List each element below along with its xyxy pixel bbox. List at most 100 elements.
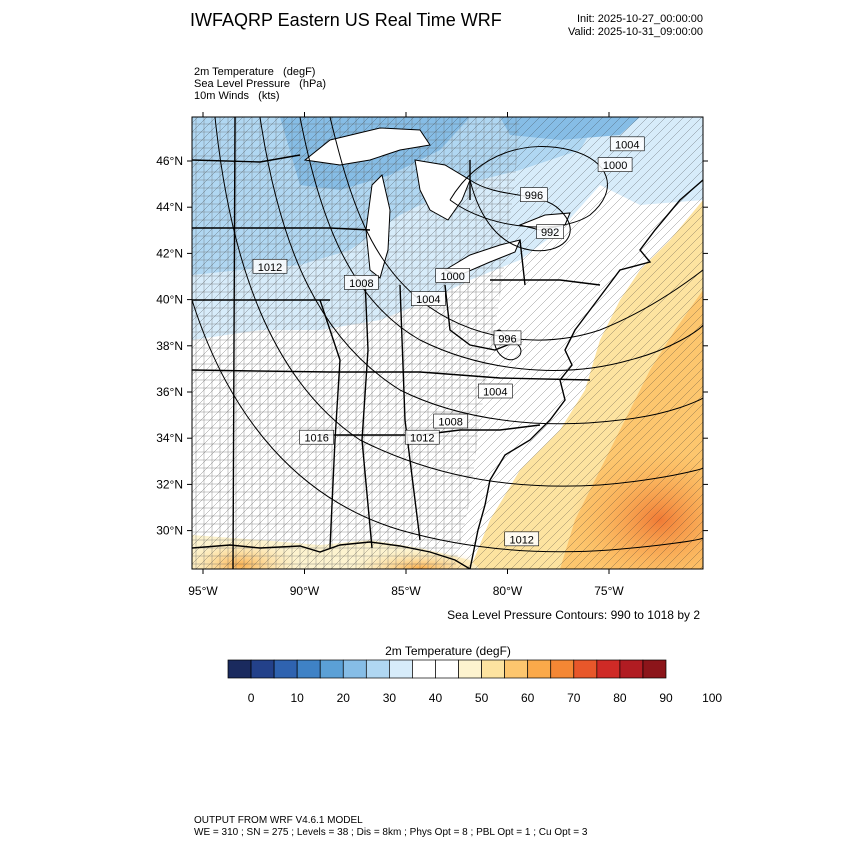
colorbar-title: 2m Temperature (degF)	[385, 644, 511, 658]
pressure-label: 996	[498, 333, 516, 345]
field-winds: 10m Winds (kts)	[194, 90, 280, 102]
pressure-label-box	[478, 383, 513, 399]
temperature-colorbar: 0 10 20 30 40 50 60 70 80 90 100	[227, 659, 722, 705]
colorbar-swatch	[296, 659, 321, 679]
colorbar-label: 90	[659, 691, 673, 705]
field-pressure: Sea Level Pressure (hPa)	[194, 78, 327, 90]
pressure-label-box	[609, 136, 645, 152]
colorbar-label: 0	[248, 691, 255, 705]
pressure-contours	[192, 117, 703, 553]
pressure-label: 1004	[483, 387, 507, 399]
colorbar-swatch	[365, 659, 390, 679]
field-list: 2m Temperature (degF) Sea Level Pressure…	[194, 66, 326, 102]
pressure-label: 1000	[603, 160, 627, 172]
colorbar-swatch	[619, 659, 644, 679]
colorbar-swatch	[458, 659, 482, 679]
map-frame	[191, 116, 704, 570]
pressure-labels: 1004100099699210121008100010049961004100…	[252, 136, 645, 547]
pressure-label: 992	[541, 227, 559, 239]
colorbar-swatch	[435, 659, 459, 679]
colorbar-label: 30	[383, 691, 397, 705]
field-temperature: 2m Temperature (degF)	[194, 66, 316, 78]
lat-label: 32°N	[156, 477, 183, 491]
colorbar-swatch	[596, 659, 621, 679]
pressure-label-box	[536, 224, 564, 239]
lon-label: 75°W	[594, 584, 624, 598]
pressure-label-box	[520, 187, 548, 202]
pressure-contour	[469, 179, 571, 252]
colorbar-label: 80	[613, 691, 627, 705]
pressure-label-box	[493, 330, 522, 346]
lon-label: 80°W	[493, 584, 523, 598]
pressure-label-box	[411, 291, 446, 306]
pressure-label: 1008	[349, 278, 373, 290]
colorbar-swatch	[573, 659, 598, 679]
lat-label: 36°N	[156, 385, 183, 399]
map-field	[192, 117, 703, 569]
colorbar-swatch	[550, 659, 575, 679]
colorbar-swatch	[481, 659, 505, 679]
model-footer: OUTPUT FROM WRF V4.6.1 MODEL WE = 310 ; …	[194, 815, 587, 839]
pressure-contour	[214, 117, 703, 487]
colorbar-swatch	[273, 659, 298, 679]
colorbar-swatch	[642, 659, 667, 679]
pressure-label: 1012	[509, 534, 533, 546]
colorbar-swatch	[527, 659, 552, 679]
pressure-contour	[449, 146, 608, 228]
longitude-axis: 95°W 90°W 85°W 80°W 75°W	[188, 112, 624, 598]
pressure-label: 1000	[440, 271, 464, 283]
pressure-label: 1004	[416, 294, 440, 306]
lat-label: 30°N	[156, 524, 183, 538]
colorbar-swatch	[227, 659, 252, 679]
lat-label: 44°N	[156, 200, 183, 214]
pressure-label: 1016	[304, 433, 328, 445]
colorbar-label: 60	[521, 691, 535, 705]
pressure-label-box	[344, 275, 379, 290]
pressure-contour	[329, 117, 703, 341]
pressure-label-box	[299, 429, 334, 445]
pressure-label-box	[597, 157, 633, 172]
footer-line-2: WE = 310 ; SN = 275 ; Levels = 38 ; Dis …	[194, 827, 588, 838]
pressure-label-box	[504, 531, 540, 547]
lat-label: 40°N	[156, 293, 183, 307]
lon-label: 90°W	[290, 584, 320, 598]
lon-label: 95°W	[188, 584, 218, 598]
init-time: Init: 2025-10-27_00:00:00	[577, 13, 703, 25]
lat-label: 46°N	[156, 154, 183, 168]
latitude-axis: 46°N 44°N 42°N 40°N 38°N 36°N 34°N 32°N 30°N	[156, 154, 708, 538]
lat-label: 38°N	[156, 339, 183, 353]
pressure-contour	[299, 117, 703, 371]
colorbar-label: 70	[567, 691, 581, 705]
colorbar-label: 20	[337, 691, 351, 705]
time-info: Init: 2025-10-27_00:00:00 Valid: 2025-10…	[520, 13, 703, 39]
colorbar-swatch	[342, 659, 367, 679]
colorbar-swatch	[504, 659, 529, 679]
colorbar-label: 100	[702, 691, 722, 705]
lat-label: 42°N	[156, 246, 183, 260]
pressure-label: 1004	[615, 139, 639, 151]
colorbar-swatch	[250, 659, 275, 679]
pressure-label: 1012	[410, 433, 434, 445]
pressure-label: 1008	[438, 417, 462, 429]
pressure-label: 1012	[258, 262, 282, 274]
pressure-label-box	[252, 258, 288, 274]
valid-time: Valid: 2025-10-31_09:00:00	[568, 26, 703, 38]
colorbar-swatch	[412, 659, 436, 679]
pressure-label-box	[404, 429, 440, 445]
pressure-label-box	[435, 268, 470, 283]
lat-label: 34°N	[156, 431, 183, 445]
footer-line-1: OUTPUT FROM WRF V4.6.1 MODEL	[194, 815, 363, 826]
lon-label: 85°W	[391, 584, 421, 598]
colorbar-label: 10	[290, 691, 304, 705]
colorbar-swatch	[389, 659, 413, 679]
colorbar-label: 50	[475, 691, 489, 705]
colorbar-swatch	[319, 659, 344, 679]
pressure-label: 996	[525, 190, 543, 202]
contour-note: Sea Level Pressure Contours: 990 to 1018…	[447, 608, 700, 622]
pressure-label-box	[433, 413, 468, 429]
colorbar-label: 40	[429, 691, 443, 705]
pressure-contour	[259, 117, 703, 425]
pressure-contour	[192, 299, 703, 553]
map-title: IWFAQRP Eastern US Real Time WRF	[190, 10, 502, 30]
